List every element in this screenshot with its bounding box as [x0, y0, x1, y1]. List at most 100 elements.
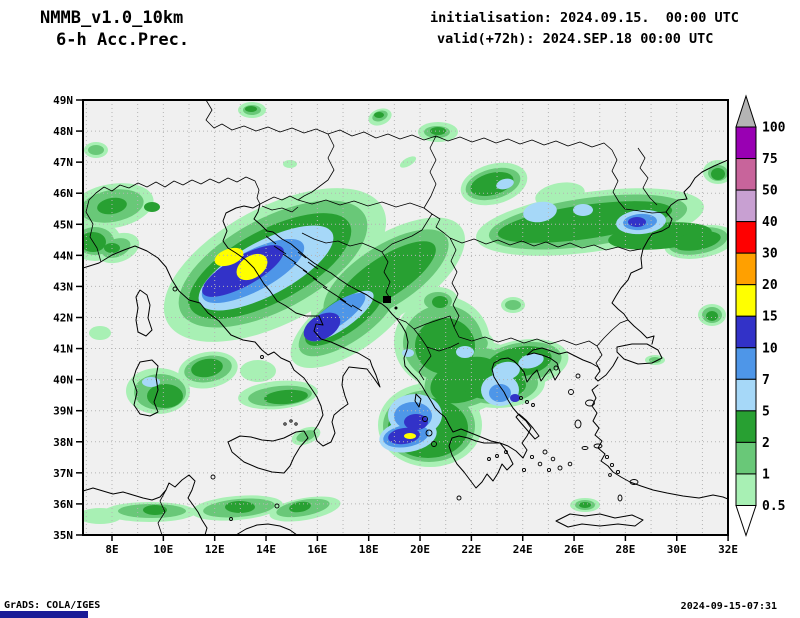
- precip-cell-mg: [88, 145, 104, 155]
- model-title: NMMB_v1.0_10km: [40, 8, 184, 28]
- precip-cell-dg: [289, 501, 311, 513]
- coastline-corfu: [414, 393, 422, 408]
- lat-tick-label: 35N: [53, 529, 73, 542]
- lat-tick-label: 44N: [53, 249, 73, 262]
- small-islands: [172, 286, 639, 521]
- colorbar-tick-label: 2: [762, 436, 770, 451]
- lat-tick-label: 40N: [53, 374, 73, 387]
- colorbar-arrow-over: [735, 94, 757, 128]
- coastline-layer: [83, 100, 728, 535]
- coastline-sicily: [227, 430, 309, 474]
- lon-tick-label: 18E: [359, 543, 379, 556]
- precip-cell-y: [236, 253, 268, 281]
- grads-credit: GrADS: COLA/IGES: [4, 600, 101, 611]
- lat-tick-label: 49N: [53, 94, 73, 107]
- lat-tick-label: 47N: [53, 156, 73, 169]
- valid-time-label: valid(+72h): 2024.SEP.18 00:00 UTC: [437, 31, 714, 47]
- lon-tick-label: 22E: [461, 543, 481, 556]
- lon-tick-label: 24E: [513, 543, 533, 556]
- colorbar-segment: [735, 158, 757, 191]
- product-title: 6-h Acc.Prec.: [56, 30, 190, 50]
- precip-cell-dg: [264, 389, 308, 405]
- coastline-peloponnese: [448, 435, 514, 489]
- colorbar-tick-label: 10: [762, 341, 778, 356]
- colorbar-segment: [735, 441, 757, 475]
- precip-cell-dg: [97, 197, 127, 215]
- colorbar-segment: [735, 126, 757, 160]
- precip-cell-lb: [456, 346, 474, 358]
- precip-cell-db: [303, 312, 341, 342]
- precip-cell-db: [628, 217, 646, 227]
- precip-cell-dg: [711, 168, 725, 180]
- precip-cell-dg: [225, 501, 255, 513]
- precip-cell-lb: [523, 201, 557, 223]
- colorbar-tick-label: 1: [762, 467, 770, 482]
- precip-cell-dg: [673, 231, 721, 251]
- precip-cell-y: [214, 247, 244, 267]
- precip-cell-lg: [83, 508, 122, 524]
- precip-cell-dg: [430, 127, 446, 135]
- creation-timestamp: 2024-09-15-07:31: [680, 601, 777, 612]
- precip-cell-dg: [147, 384, 183, 408]
- coastline-sardinia: [132, 359, 159, 417]
- lat-tick-label: 42N: [53, 311, 73, 324]
- lon-tick-label: 30E: [667, 543, 687, 556]
- lon-tick-label: 20E: [410, 543, 430, 556]
- lat-tick-label: 41N: [53, 343, 73, 356]
- colorbar-tick-label: 30: [762, 247, 778, 262]
- colorbar-tick-label: 75: [762, 152, 778, 167]
- lake-markers: [383, 296, 398, 310]
- precip-cell-lb: [402, 349, 414, 357]
- init-time-label: initialisation: 2024.09.15. 00:00 UTC: [430, 10, 739, 26]
- lat-tick-label: 38N: [53, 436, 73, 449]
- precip-cell-dg: [374, 112, 384, 118]
- precip-cell-mg: [296, 430, 316, 442]
- precip-cell-dg: [245, 106, 257, 112]
- colorbar-segment: [735, 378, 757, 412]
- precip-cell-dg: [432, 296, 448, 308]
- lat-tick-label: 37N: [53, 467, 73, 480]
- precip-cell-lb: [573, 204, 593, 216]
- colorbar-tick-label: 40: [762, 215, 778, 230]
- colorbar-segment: [735, 347, 757, 380]
- colorbar-arrow-under: [735, 504, 757, 538]
- coastline-crete: [555, 513, 644, 528]
- precip-cell-dg: [83, 232, 106, 252]
- lon-tick-label: 10E: [153, 543, 173, 556]
- lat-tick-label: 36N: [53, 498, 73, 511]
- croatian-islands: [265, 235, 363, 312]
- precip-cell-lb: [518, 353, 544, 369]
- precip-cell-dg: [143, 505, 167, 515]
- lon-tick-label: 8E: [105, 543, 118, 556]
- lat-tick-label: 46N: [53, 187, 73, 200]
- precip-cell-dg: [497, 201, 673, 243]
- precip-cell-y: [404, 433, 416, 439]
- axis-layer: 49N 48N 47N 46N 45N 44N 43N 42N 41N 40N 39N 38N 37N 3…: [53, 94, 738, 556]
- coastline-north-greece: [491, 347, 601, 459]
- precip-cell-dg: [188, 298, 200, 306]
- precip-cell-lb: [496, 178, 514, 190]
- coastline-dardanelles: [597, 356, 619, 382]
- colorbar-segment: [735, 284, 757, 317]
- precip-cell-lg: [240, 360, 276, 382]
- precip-cell-db: [510, 394, 520, 402]
- coastline-corsica: [135, 289, 153, 337]
- coastline-mainland: [83, 203, 501, 447]
- country-borders: [85, 100, 667, 535]
- grid-layer: [83, 100, 728, 535]
- precip-cell-lg: [283, 160, 297, 168]
- colorbar-tick-label: 7: [762, 373, 770, 388]
- coastline-euboea: [515, 413, 540, 440]
- colorbar-segment: [735, 410, 757, 443]
- colorbar-tick-label: 0.5: [762, 499, 785, 514]
- lon-tick-label: 12E: [205, 543, 225, 556]
- colorbar-tick-label: 20: [762, 278, 778, 293]
- lat-tick-label: 45N: [53, 218, 73, 231]
- colorbar-tick-label: 15: [762, 310, 778, 325]
- lat-tick-label: 43N: [53, 280, 73, 293]
- coastline-turkey-aegean: [591, 384, 728, 500]
- lat-tick-label: 48N: [53, 125, 73, 138]
- lat-tick-label: 39N: [53, 405, 73, 418]
